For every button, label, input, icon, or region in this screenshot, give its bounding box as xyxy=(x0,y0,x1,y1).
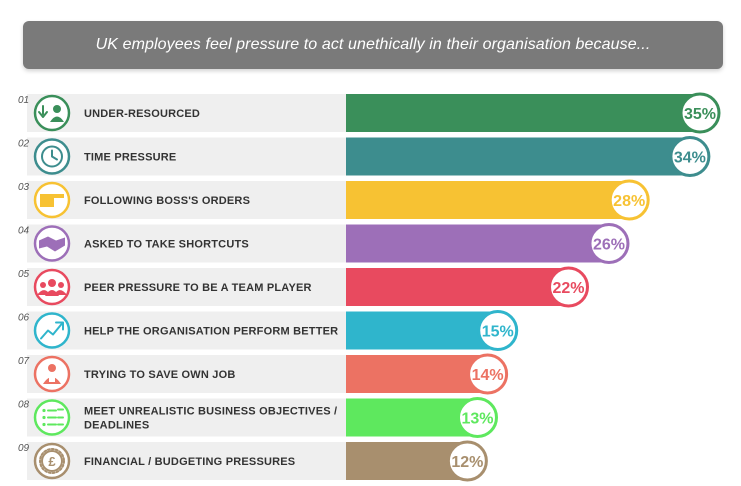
locked-person-icon xyxy=(33,355,71,393)
chart-title-bar: UK employees feel pressure to act unethi… xyxy=(23,21,723,69)
category-label: PEER PRESSURE TO BE A TEAM PLAYER xyxy=(84,282,312,294)
label-panel xyxy=(27,355,348,393)
chart-title: UK employees feel pressure to act unethi… xyxy=(95,36,651,53)
bar-row: 02 TIME PRESSURE 34% xyxy=(18,136,711,177)
value-badge: 15% xyxy=(477,310,519,351)
label-panel xyxy=(27,311,348,350)
checklist-icon xyxy=(33,399,71,436)
label-panel xyxy=(27,268,348,306)
value-badge: 28% xyxy=(608,179,650,221)
category-label: TRYING TO SAVE OWN JOB xyxy=(84,369,236,381)
value-label: 35% xyxy=(684,106,716,123)
rank-label: 08 xyxy=(18,400,30,411)
label-panel xyxy=(27,442,348,480)
value-label: 15% xyxy=(482,324,514,341)
group-icon xyxy=(33,268,71,306)
bar xyxy=(346,224,609,263)
rank-label: 05 xyxy=(18,269,30,280)
bar-row: 09 £ FINANCIAL / BUDGETING PRESSURES 12% xyxy=(18,440,488,482)
value-badge: 26% xyxy=(588,223,630,264)
value-badge: 13% xyxy=(456,397,498,438)
down-arrow-person-icon xyxy=(33,94,71,132)
category-label: ASKED TO TAKE SHORTCUTS xyxy=(84,239,249,251)
bar-row: 08 MEET UNREALISTIC BUSINESS OBJECTIVES /… xyxy=(18,397,498,438)
bar xyxy=(346,181,630,219)
value-badge: 22% xyxy=(548,266,590,308)
label-panel xyxy=(27,398,348,437)
rank-label: 01 xyxy=(18,95,29,106)
bar-row: 07 TRYING TO SAVE OWN JOB 14% xyxy=(18,353,509,395)
category-label: TIME PRESSURE xyxy=(84,152,176,164)
value-badge: 14% xyxy=(467,353,509,395)
value-label: 14% xyxy=(472,367,504,384)
svg-text:£: £ xyxy=(48,454,56,469)
value-label: 34% xyxy=(674,150,706,167)
bar xyxy=(346,355,488,393)
category-label: FOLLOWING BOSS'S ORDERS xyxy=(84,195,250,207)
rank-label: 09 xyxy=(18,443,30,454)
bar xyxy=(346,398,478,437)
value-label: 13% xyxy=(461,411,493,428)
value-badge: 12% xyxy=(446,440,488,482)
category-label: HELP THE ORGANISATION PERFORM BETTER xyxy=(84,326,338,338)
bar-row: 04 ASKED TO TAKE SHORTCUTS 26% xyxy=(18,223,630,264)
value-label: 12% xyxy=(451,454,483,471)
bar xyxy=(346,311,498,350)
rank-label: 03 xyxy=(18,182,30,193)
clock-icon xyxy=(33,138,71,175)
rank-label: 02 xyxy=(18,139,30,150)
value-badge: 35% xyxy=(679,92,721,134)
handshake-icon xyxy=(33,225,71,262)
value-label: 28% xyxy=(613,193,645,210)
label-panel xyxy=(27,181,348,219)
bar-row: 06 HELP THE ORGANISATION PERFORM BETTER 15… xyxy=(18,310,519,351)
rank-label: 04 xyxy=(18,226,30,237)
bar-row: 03 FOLLOWING BOSS'S ORDERS 28% xyxy=(18,179,650,221)
bar xyxy=(346,94,700,132)
bar xyxy=(346,268,569,306)
bar-row: 01 UNDER-RESOURCED 35% xyxy=(18,92,721,134)
label-panel xyxy=(27,94,348,132)
label-panel xyxy=(27,137,348,176)
pointing-hand-icon xyxy=(33,181,71,219)
label-panel xyxy=(27,224,348,263)
value-badge: 34% xyxy=(669,136,711,177)
bar xyxy=(346,137,690,176)
value-label: 22% xyxy=(552,280,584,297)
rank-label: 07 xyxy=(18,356,30,367)
rank-label: 06 xyxy=(18,313,30,324)
category-label: FINANCIAL / BUDGETING PRESSURES xyxy=(84,456,295,468)
bar-row: 05 PEER PRESSURE TO BE A TEAM PLAYER 22% xyxy=(18,266,590,308)
trend-up-icon xyxy=(33,312,71,349)
category-label: MEET UNREALISTIC BUSINESS OBJECTIVES / DE… xyxy=(84,406,337,432)
category-label: UNDER-RESOURCED xyxy=(84,108,200,120)
value-label: 26% xyxy=(593,237,625,254)
pound-coin-icon: £ xyxy=(33,442,71,480)
